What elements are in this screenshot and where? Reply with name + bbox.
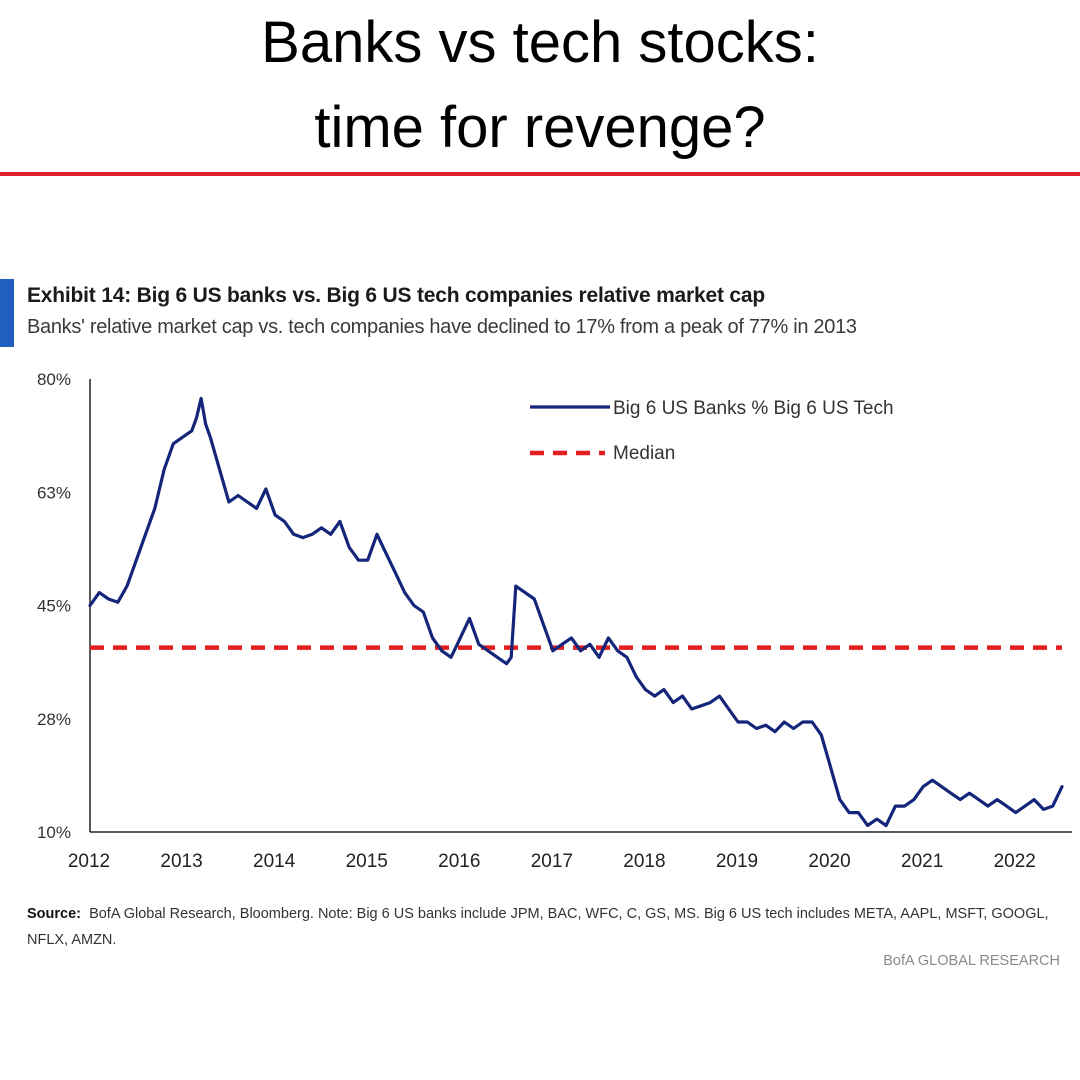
x-tick-label: 2022 — [994, 851, 1036, 872]
series-line-banks-vs-tech — [88, 396, 1064, 828]
x-tick-label: 2016 — [438, 851, 480, 872]
x-tick-label: 2021 — [901, 851, 943, 872]
source-note: Source: BofA Global Research, Bloomberg.… — [27, 901, 1067, 953]
y-tick-label: 63% — [37, 483, 71, 502]
y-tick-label: 10% — [37, 823, 71, 842]
headline-line-1: Banks vs tech stocks: — [261, 10, 819, 75]
x-axis-tick-labels: 2012 2013 2014 2015 2016 2017 2018 2019 2020 2021… — [68, 851, 1036, 872]
headline-line-2: time for revenge? — [314, 95, 766, 160]
y-tick-label: 80% — [37, 370, 71, 389]
exhibit-subtitle: Banks' relative market cap vs. tech comp… — [27, 316, 857, 338]
x-tick-label: 2017 — [531, 851, 573, 872]
x-tick-label: 2018 — [623, 851, 665, 872]
source-text: BofA Global Research, Bloomberg. Note: B… — [27, 906, 1049, 948]
x-tick-label: 2020 — [808, 851, 850, 872]
x-tick-label: 2014 — [253, 851, 296, 872]
exhibit-title: Exhibit 14: Big 6 US banks vs. Big 6 US … — [27, 284, 765, 307]
brand-label: BofA GLOBAL RESEARCH — [883, 953, 1060, 969]
y-tick-label: 45% — [37, 597, 71, 616]
x-tick-label: 2013 — [160, 851, 202, 872]
legend-label-median: Median — [613, 443, 675, 464]
legend: Big 6 US Banks % Big 6 US Tech Median — [530, 398, 894, 464]
source-label: Source: — [27, 906, 81, 922]
relative-market-cap-chart: 80% 63% 45% 28% 10% 2012 2013 2014 2015 2016 2017… — [37, 370, 1072, 872]
x-tick-label: 2015 — [346, 851, 388, 872]
y-axis-tick-labels: 80% 63% 45% 28% 10% — [37, 370, 71, 842]
exhibit-accent-bar — [0, 279, 14, 347]
x-tick-label: 2019 — [716, 851, 758, 872]
x-tick-label: 2012 — [68, 851, 110, 872]
legend-label-series: Big 6 US Banks % Big 6 US Tech — [613, 398, 894, 419]
y-tick-label: 28% — [37, 710, 71, 729]
headline-divider — [0, 172, 1080, 176]
